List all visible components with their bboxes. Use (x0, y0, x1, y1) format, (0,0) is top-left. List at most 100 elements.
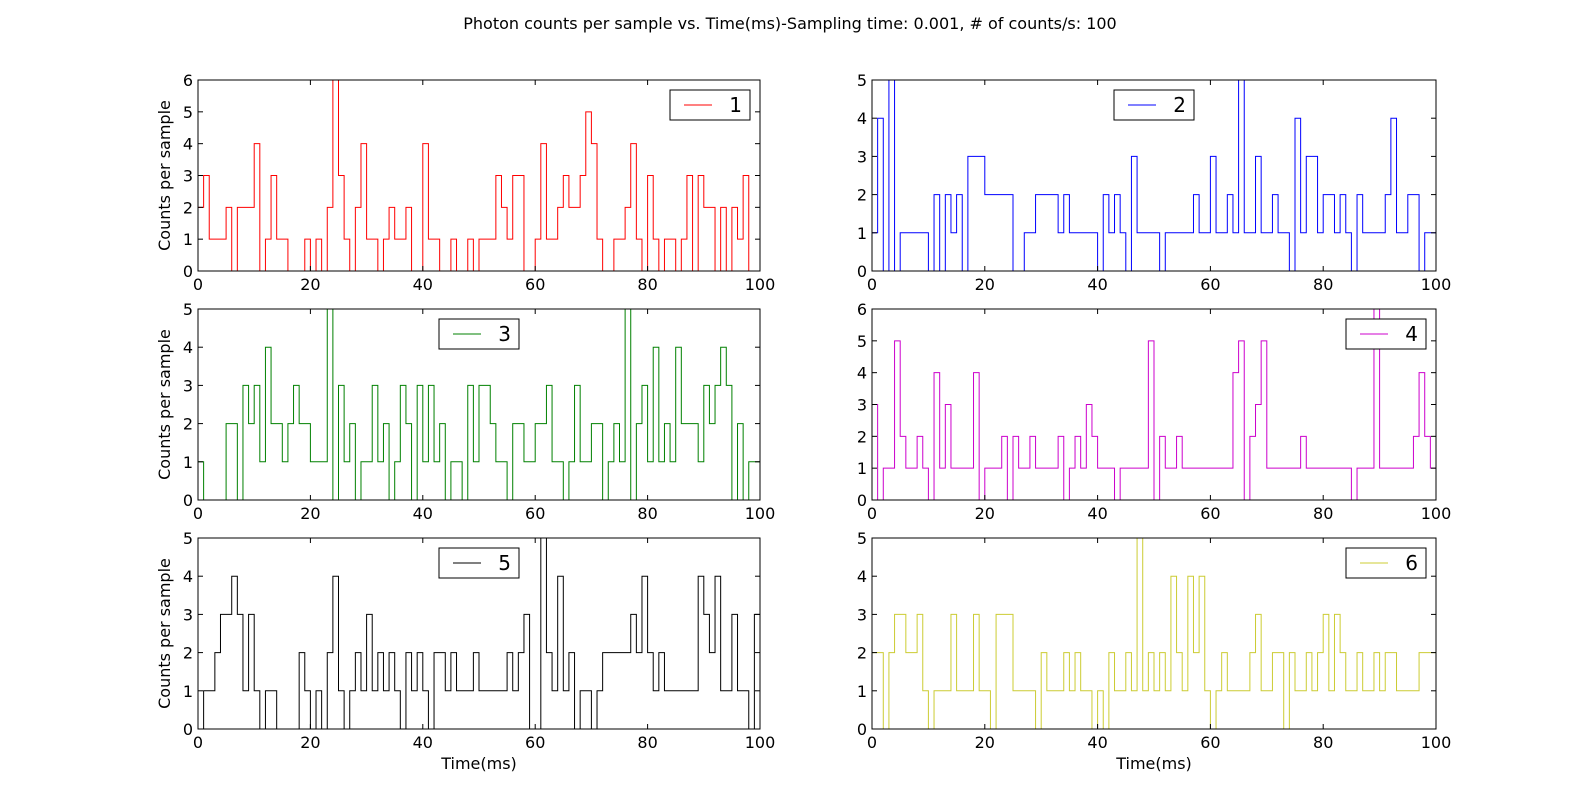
x-tick-label: 0 (193, 275, 203, 294)
y-tick-label: 4 (857, 567, 867, 586)
x-tick-label: 20 (300, 275, 320, 294)
y-tick-label: 6 (183, 71, 193, 90)
x-tick-label: 80 (1313, 275, 1333, 294)
x-tick-label: 60 (525, 275, 545, 294)
y-axis-label: Counts per sample (155, 100, 174, 251)
x-tick-label: 60 (1200, 275, 1220, 294)
legend-label: 6 (1405, 551, 1418, 575)
axes-frame (871, 537, 1437, 730)
legend: 2 (1113, 89, 1195, 121)
subplot-5: 0 20 40 60 80 100 0 1 2 3 4 5 Counts per sample Time(… (155, 529, 775, 773)
y-tick-label: 3 (183, 167, 193, 186)
y-tick-label: 4 (857, 364, 867, 383)
x-tick-label: 40 (1087, 733, 1107, 752)
y-tick-label: 1 (857, 459, 867, 478)
y-tick-label: 5 (183, 300, 193, 319)
axes-frame (197, 308, 761, 501)
x-tick-label: 0 (193, 504, 203, 523)
x-tick-label: 0 (867, 504, 877, 523)
subplot-3: 0 20 40 60 80 100 0 1 2 3 4 5 Counts per sample 3 (155, 300, 775, 523)
y-axis-label: Counts per sample (155, 329, 174, 480)
subplot-6: 0 20 40 60 80 100 0 1 2 3 4 5 Time(ms) 6 (857, 529, 1451, 773)
y-tick-label: 2 (857, 644, 867, 663)
legend-label: 2 (1173, 93, 1186, 117)
y-tick-label: 1 (183, 453, 193, 472)
x-tick-label: 100 (1421, 504, 1452, 523)
x-tick-label: 80 (1313, 733, 1333, 752)
axes-frame (871, 79, 1437, 272)
x-tick-label: 40 (1087, 504, 1107, 523)
series-line-4 (872, 308, 1436, 501)
legend: 3 (438, 318, 520, 350)
y-tick-label: 3 (857, 147, 867, 166)
x-tick-label: 80 (637, 275, 657, 294)
subplot-1: 0 20 40 60 80 100 0 1 2 3 4 5 6 Counts per sample 1 (155, 71, 775, 294)
y-tick-label: 5 (857, 71, 867, 90)
y-tick-label: 1 (183, 682, 193, 701)
y-tick-label: 4 (183, 338, 193, 357)
y-tick-label: 2 (183, 198, 193, 217)
legend: 1 (669, 89, 751, 121)
y-tick-label: 3 (183, 376, 193, 395)
legend: 6 (1345, 547, 1427, 579)
figure-title: Photon counts per sample vs. Time(ms)-Sa… (463, 14, 1116, 33)
x-tick-label: 40 (1087, 275, 1107, 294)
y-tick-label: 3 (857, 396, 867, 415)
y-tick-label: 6 (857, 300, 867, 319)
subplot-2: 0 20 40 60 80 100 0 1 2 3 4 5 2 (857, 71, 1451, 294)
y-tick-label: 2 (183, 644, 193, 663)
x-tick-label: 40 (413, 733, 433, 752)
y-tick-label: 2 (857, 427, 867, 446)
y-tick-label: 1 (857, 224, 867, 243)
x-tick-label: 0 (867, 275, 877, 294)
series-line-1 (198, 79, 760, 272)
legend-label: 4 (1405, 322, 1418, 346)
y-tick-label: 0 (857, 491, 867, 510)
x-tick-label: 20 (975, 275, 995, 294)
series-line-6 (872, 537, 1436, 730)
x-tick-label: 0 (193, 733, 203, 752)
y-tick-label: 0 (857, 262, 867, 281)
y-tick-label: 2 (857, 186, 867, 205)
x-tick-label: 60 (525, 504, 545, 523)
y-tick-label: 4 (857, 109, 867, 128)
x-tick-label: 20 (975, 504, 995, 523)
x-tick-label: 60 (525, 733, 545, 752)
y-tick-label: 5 (857, 332, 867, 351)
x-tick-label: 100 (1421, 275, 1452, 294)
legend: 5 (438, 547, 520, 579)
x-tick-label: 100 (1421, 733, 1452, 752)
x-tick-label: 0 (867, 733, 877, 752)
y-tick-label: 3 (857, 605, 867, 624)
x-tick-label: 80 (1313, 504, 1333, 523)
y-tick-label: 5 (183, 103, 193, 122)
x-tick-label: 80 (637, 733, 657, 752)
y-tick-label: 0 (857, 720, 867, 739)
axes-frame (197, 537, 761, 730)
legend-box (1345, 547, 1427, 579)
y-tick-label: 4 (183, 567, 193, 586)
x-tick-label: 20 (975, 733, 995, 752)
x-tick-label: 60 (1200, 733, 1220, 752)
x-tick-label: 40 (413, 275, 433, 294)
legend-box (669, 89, 751, 121)
legend-label: 3 (498, 322, 511, 346)
series-line-3 (198, 308, 760, 501)
y-tick-label: 2 (183, 415, 193, 434)
legend: 4 (1345, 318, 1427, 350)
x-axis-label: Time(ms) (1115, 754, 1192, 773)
x-tick-label: 60 (1200, 504, 1220, 523)
subplot-4: 0 20 40 60 80 100 0 1 2 3 4 5 6 4 (857, 300, 1451, 523)
y-tick-label: 4 (183, 135, 193, 154)
x-tick-label: 80 (637, 504, 657, 523)
x-tick-label: 100 (745, 733, 776, 752)
y-tick-label: 5 (857, 529, 867, 548)
x-tick-label: 20 (300, 733, 320, 752)
y-tick-label: 0 (183, 491, 193, 510)
x-tick-label: 20 (300, 504, 320, 523)
y-tick-label: 1 (857, 682, 867, 701)
y-axis-label: Counts per sample (155, 558, 174, 709)
